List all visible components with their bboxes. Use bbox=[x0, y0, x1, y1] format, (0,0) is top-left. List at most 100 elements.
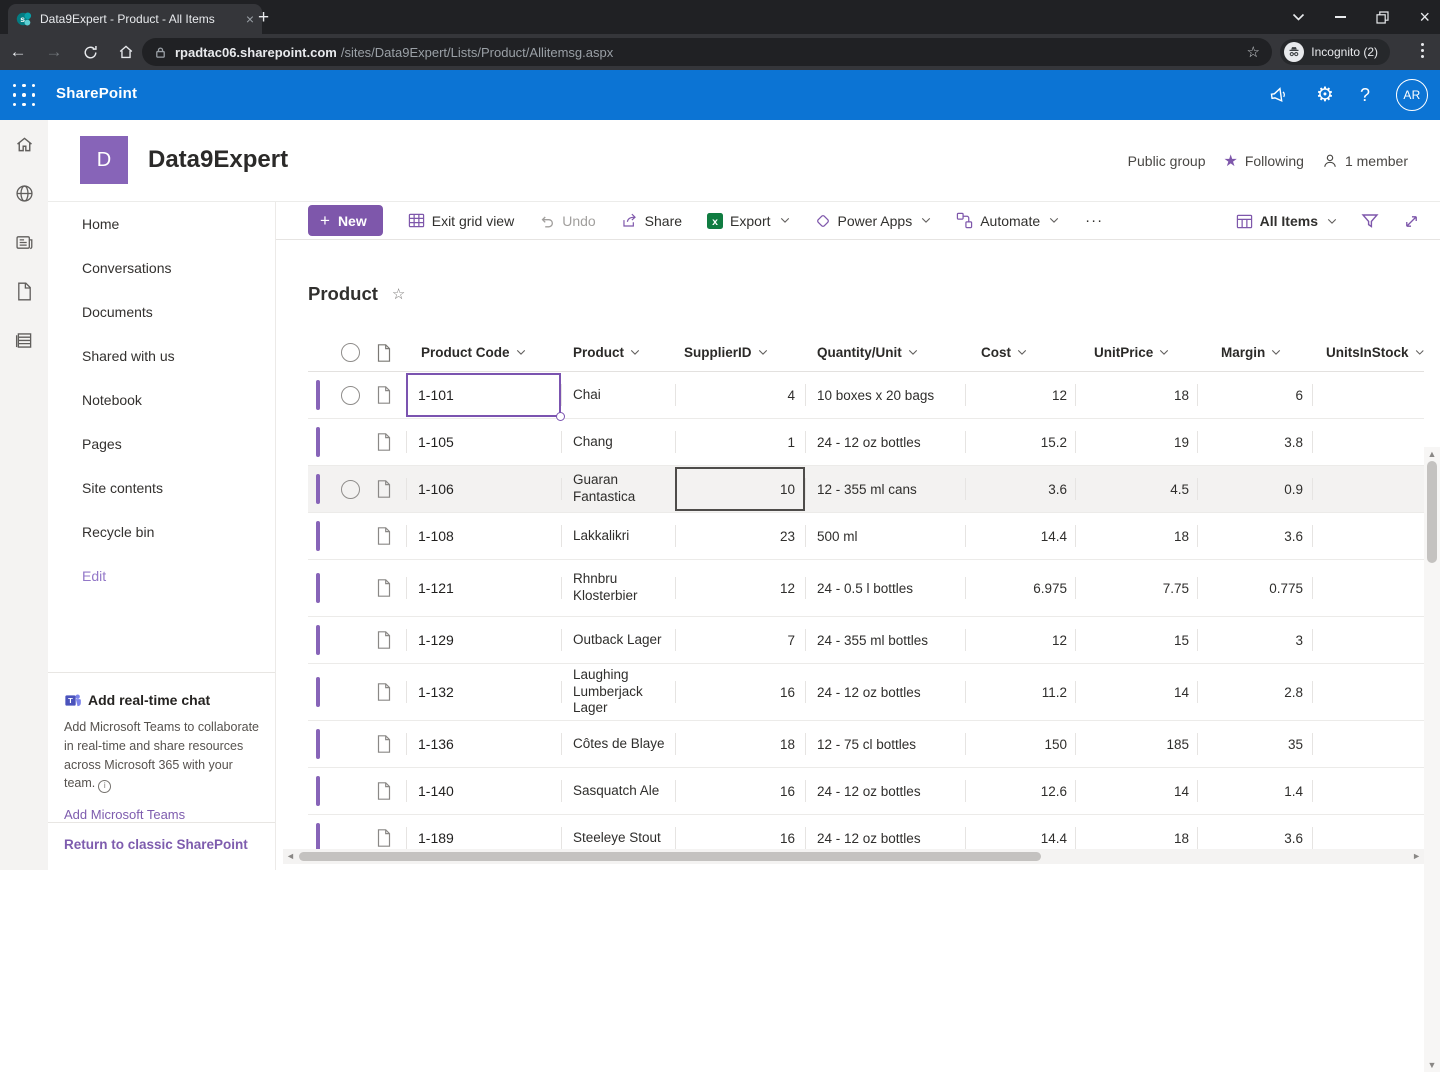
vertical-scroll-thumb[interactable] bbox=[1427, 461, 1437, 563]
share-button[interactable]: Share bbox=[621, 212, 682, 229]
sidebar-nav-item[interactable]: Site contents bbox=[82, 480, 163, 496]
cell-margin[interactable]: 0.9 bbox=[1197, 466, 1312, 512]
table-row[interactable]: 1-140 Sasquatch Ale 16 24 - 12 oz bottle… bbox=[308, 768, 1424, 815]
horizontal-scroll-thumb[interactable] bbox=[299, 852, 1041, 861]
cell-margin[interactable]: 3.8 bbox=[1197, 419, 1312, 465]
cell-unitsinstock[interactable] bbox=[1312, 513, 1424, 559]
megaphone-icon[interactable] bbox=[1268, 84, 1290, 106]
cell-product[interactable]: Laughing Lumberjack Lager bbox=[561, 664, 675, 720]
app-launcher-waffle-icon[interactable] bbox=[12, 83, 36, 107]
suite-app-name[interactable]: SharePoint bbox=[56, 85, 138, 102]
cell-product[interactable]: Outback Lager bbox=[561, 617, 675, 663]
column-header-product-code[interactable]: Product Code bbox=[406, 345, 561, 360]
window-restore-button[interactable] bbox=[1376, 10, 1390, 24]
cell-quantity-unit[interactable]: 12 - 75 cl bottles bbox=[805, 721, 965, 767]
cell-product[interactable]: Sasquatch Ale bbox=[561, 768, 675, 814]
cell-quantity-unit[interactable]: 24 - 12 oz bottles bbox=[805, 768, 965, 814]
cell-unitsinstock[interactable] bbox=[1312, 466, 1424, 512]
sidebar-nav-item[interactable]: Notebook bbox=[82, 392, 142, 408]
scroll-down-arrow[interactable]: ▼ bbox=[1427, 1060, 1437, 1070]
cell-product-code[interactable]: 1-121 bbox=[406, 560, 561, 616]
cell-fill-handle[interactable] bbox=[556, 412, 565, 421]
bookmark-star-icon[interactable]: ☆ bbox=[1246, 44, 1260, 61]
cell-cost[interactable]: 11.2 bbox=[965, 664, 1075, 720]
help-icon[interactable]: ? bbox=[1359, 84, 1370, 105]
cell-quantity-unit[interactable]: 24 - 12 oz bottles bbox=[805, 419, 965, 465]
column-header-quantity-unit[interactable]: Quantity/Unit bbox=[805, 345, 965, 360]
cell-product[interactable]: Lakkalikri bbox=[561, 513, 675, 559]
tab-search-chevron-icon[interactable] bbox=[1292, 13, 1305, 21]
rail-globe-icon[interactable] bbox=[0, 169, 48, 218]
site-logo[interactable]: D bbox=[80, 136, 128, 184]
sidebar-nav-item[interactable]: Documents bbox=[82, 304, 153, 320]
column-header-unitprice[interactable]: UnitPrice bbox=[1075, 345, 1197, 360]
cell-unitprice[interactable]: 4.5 bbox=[1075, 466, 1197, 512]
cell-product-code[interactable]: 1-136 bbox=[406, 721, 561, 767]
cell-unitprice[interactable]: 7.75 bbox=[1075, 560, 1197, 616]
new-button[interactable]: + New bbox=[308, 205, 383, 236]
column-header-supplierid[interactable]: SupplierID bbox=[675, 345, 805, 360]
cell-supplierid[interactable]: 12 bbox=[675, 560, 805, 616]
scroll-right-arrow[interactable]: ► bbox=[1412, 851, 1421, 861]
cell-product[interactable]: Chai bbox=[561, 372, 675, 418]
column-header-cost[interactable]: Cost bbox=[965, 345, 1075, 360]
doc-type-column-icon[interactable] bbox=[368, 343, 406, 362]
cell-quantity-unit[interactable]: 24 - 12 oz bottles bbox=[805, 664, 965, 720]
cell-product-code[interactable]: 1-140 bbox=[406, 768, 561, 814]
cell-unitsinstock[interactable] bbox=[1312, 617, 1424, 663]
cell-margin[interactable]: 2.8 bbox=[1197, 664, 1312, 720]
cell-product-code[interactable]: 1-108 bbox=[406, 513, 561, 559]
cell-unitsinstock[interactable] bbox=[1312, 419, 1424, 465]
rail-document-icon[interactable] bbox=[0, 267, 48, 316]
cell-unitprice[interactable]: 18 bbox=[1075, 372, 1197, 418]
power-apps-button[interactable]: Power Apps bbox=[815, 213, 932, 229]
cell-product[interactable]: Côtes de Blaye bbox=[561, 721, 675, 767]
cell-quantity-unit[interactable]: 500 ml bbox=[805, 513, 965, 559]
tab-close-icon[interactable]: × bbox=[245, 11, 254, 27]
filter-icon[interactable] bbox=[1361, 212, 1379, 230]
cell-supplierid[interactable]: 10 bbox=[675, 466, 805, 512]
row-select-circle[interactable] bbox=[340, 479, 360, 499]
cell-product[interactable]: Guaran Fantastica bbox=[561, 466, 675, 512]
cell-cost[interactable]: 3.6 bbox=[965, 466, 1075, 512]
sidebar-nav-item[interactable]: Home bbox=[82, 216, 120, 232]
column-header-margin[interactable]: Margin bbox=[1197, 345, 1312, 360]
cell-supplierid[interactable]: 18 bbox=[675, 721, 805, 767]
rail-news-icon[interactable] bbox=[0, 218, 48, 267]
column-header-unitsinstock[interactable]: UnitsInStock bbox=[1312, 345, 1424, 360]
scroll-left-arrow[interactable]: ◄ bbox=[286, 851, 295, 861]
browser-tab[interactable]: s Data9Expert - Product - All Items × bbox=[8, 4, 262, 34]
export-button[interactable]: x Export bbox=[707, 212, 789, 229]
cell-unitsinstock[interactable] bbox=[1312, 721, 1424, 767]
browser-home-icon[interactable] bbox=[108, 43, 144, 61]
window-minimize-button[interactable] bbox=[1335, 16, 1347, 18]
cell-unitsinstock[interactable] bbox=[1312, 768, 1424, 814]
cell-unitsinstock[interactable] bbox=[1312, 664, 1424, 720]
forward-arrow-icon[interactable]: → bbox=[45, 42, 63, 61]
view-selector-button[interactable]: All Items bbox=[1236, 213, 1337, 230]
cell-quantity-unit[interactable]: 12 - 355 ml cans bbox=[805, 466, 965, 512]
scroll-up-arrow[interactable]: ▲ bbox=[1427, 449, 1437, 459]
browser-menu-icon[interactable] bbox=[1421, 43, 1424, 58]
site-title[interactable]: Data9Expert bbox=[148, 146, 289, 173]
automate-button[interactable]: Automate bbox=[956, 212, 1059, 229]
sidebar-nav-item[interactable]: Shared with us bbox=[82, 348, 175, 364]
new-tab-button[interactable]: + bbox=[258, 7, 270, 28]
table-row[interactable]: 1-108 Lakkalikri 23 500 ml 14.4 18 3.6 bbox=[308, 513, 1424, 560]
members-button[interactable]: 1 member bbox=[1322, 153, 1408, 169]
cell-unitsinstock[interactable] bbox=[1312, 372, 1424, 418]
cell-cost[interactable]: 6.975 bbox=[965, 560, 1075, 616]
cell-product[interactable]: Rhnbru Klosterbier bbox=[561, 560, 675, 616]
table-row[interactable]: 1-106 Guaran Fantastica 10 12 - 355 ml c… bbox=[308, 466, 1424, 513]
favorite-star-icon[interactable]: ☆ bbox=[391, 286, 406, 303]
cell-margin[interactable]: 6 bbox=[1197, 372, 1312, 418]
cell-margin[interactable]: 0.775 bbox=[1197, 560, 1312, 616]
cell-product-code[interactable]: 1-106 bbox=[406, 466, 561, 512]
add-teams-link[interactable]: Add Microsoft Teams bbox=[64, 807, 186, 822]
account-avatar[interactable]: AR bbox=[1396, 79, 1428, 111]
undo-button[interactable]: Undo bbox=[539, 213, 596, 229]
classic-sharepoint-link[interactable]: Return to classic SharePoint bbox=[48, 822, 275, 866]
rail-home-icon[interactable] bbox=[0, 120, 48, 169]
cell-supplierid[interactable]: 16 bbox=[675, 768, 805, 814]
cell-margin[interactable]: 35 bbox=[1197, 721, 1312, 767]
